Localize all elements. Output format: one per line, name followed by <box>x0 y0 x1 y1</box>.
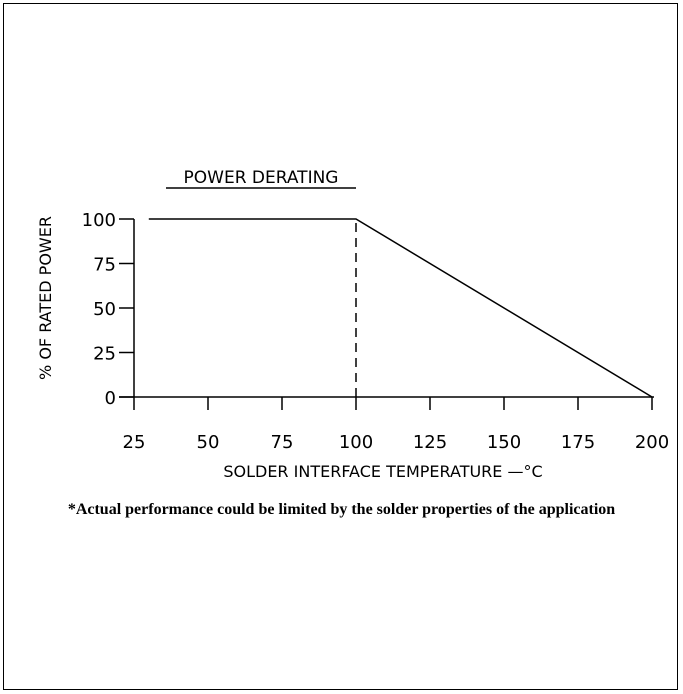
x-tick-label: 125 <box>413 432 447 453</box>
x-tick-label: 150 <box>487 432 521 453</box>
x-tick-label: 200 <box>635 432 669 453</box>
x-ticks: 25 50 75 100 125 150 175 200 <box>123 397 669 453</box>
x-tick-label: 75 <box>271 432 294 453</box>
x-tick-label: 100 <box>339 432 373 453</box>
y-ticks: 0 25 50 75 100 <box>82 210 134 409</box>
power-derating-chart: POWER DERATING % OF RATED POWER 25 50 75 10… <box>36 168 669 481</box>
series-group <box>148 218 653 398</box>
x-tick-label: 25 <box>123 432 146 453</box>
x-tick-label: 175 <box>561 432 595 453</box>
y-axis-label: % OF RATED POWER <box>36 216 55 380</box>
chart-title: POWER DERATING <box>184 168 339 188</box>
x-tick-label: 50 <box>197 432 220 453</box>
y-tick-label: 0 <box>105 388 116 409</box>
y-tick-label: 100 <box>82 210 116 231</box>
footnote: *Actual performance could be limited by … <box>67 501 616 518</box>
y-tick-label: 25 <box>93 344 116 365</box>
y-tick-label: 75 <box>93 255 116 276</box>
y-tick-label: 50 <box>93 299 116 320</box>
derating-line <box>148 218 653 398</box>
page-frame <box>3 3 678 690</box>
x-axis-label: SOLDER INTERFACE TEMPERATURE —°C <box>223 462 542 481</box>
